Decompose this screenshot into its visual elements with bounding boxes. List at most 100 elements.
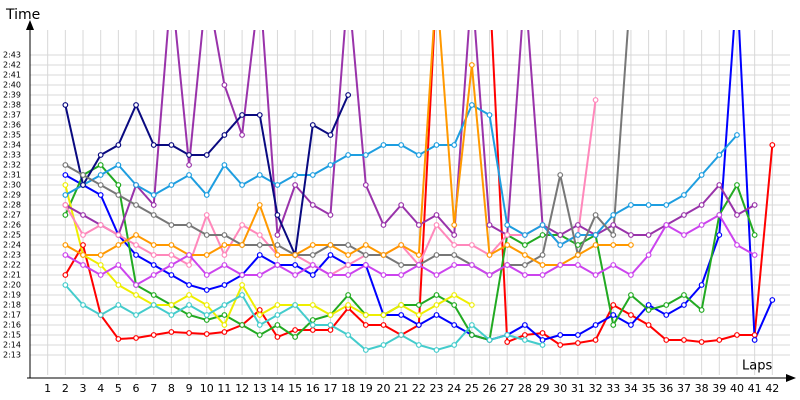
point — [539, 330, 546, 336]
point — [309, 322, 316, 328]
point — [575, 252, 581, 258]
point — [716, 232, 723, 238]
point — [504, 222, 511, 228]
point — [521, 272, 528, 278]
x-tick-label: 36 — [659, 382, 673, 395]
point — [362, 242, 369, 248]
point — [521, 322, 528, 328]
point — [256, 112, 263, 118]
point — [539, 232, 546, 238]
point — [468, 262, 475, 268]
point — [62, 192, 69, 198]
point — [433, 302, 440, 308]
point — [309, 252, 316, 258]
point — [150, 302, 157, 308]
y-tick-label: 2:25 — [3, 231, 21, 240]
y-tick-label: 2:43 — [3, 51, 21, 60]
point — [539, 337, 546, 343]
point — [274, 334, 281, 340]
point — [751, 252, 758, 258]
y-tick-label: 2:40 — [3, 81, 21, 90]
x-tick-label: 21 — [394, 382, 408, 395]
point — [486, 337, 493, 343]
x-tick-label: 11 — [217, 382, 231, 395]
point — [327, 162, 334, 168]
point — [539, 222, 546, 228]
point — [557, 242, 564, 248]
y-tick-label: 2:32 — [3, 161, 21, 170]
point — [433, 212, 440, 218]
point — [186, 282, 192, 288]
point — [239, 242, 245, 248]
point — [698, 222, 705, 228]
point — [610, 262, 617, 268]
point — [203, 232, 210, 238]
point — [380, 312, 387, 318]
y-tick-label: 2:26 — [3, 221, 21, 230]
point — [168, 252, 175, 258]
point — [504, 332, 511, 338]
point — [133, 182, 139, 188]
point — [256, 232, 263, 238]
point — [256, 252, 263, 258]
point — [115, 142, 122, 148]
point — [415, 222, 422, 228]
point — [681, 212, 687, 218]
y-axis-arrow — [26, 20, 34, 30]
x-tick-label: 2 — [62, 382, 69, 395]
point — [451, 342, 458, 348]
point — [698, 307, 705, 313]
point — [150, 262, 157, 268]
point — [433, 347, 440, 353]
x-tick-label: 31 — [571, 382, 585, 395]
point — [345, 262, 352, 268]
point — [716, 212, 723, 218]
point — [345, 292, 352, 298]
point — [221, 262, 228, 268]
point — [468, 242, 475, 248]
point — [256, 272, 263, 278]
point — [734, 332, 740, 338]
point — [398, 312, 405, 318]
point — [133, 292, 139, 298]
point — [150, 252, 157, 258]
series-line — [64, 284, 543, 352]
point — [734, 182, 740, 188]
x-tick-label: 41 — [748, 382, 762, 395]
y-tick-label: 2:30 — [3, 181, 21, 190]
point — [681, 302, 687, 308]
y-tick-label: 2:34 — [3, 141, 21, 150]
point — [292, 172, 299, 178]
point — [698, 172, 705, 178]
point — [97, 172, 104, 178]
point — [203, 331, 210, 337]
point — [327, 312, 334, 318]
y-tick-label: 2:42 — [3, 61, 21, 70]
x-tick-label: 3 — [80, 382, 87, 395]
point — [592, 97, 599, 103]
point — [186, 252, 192, 258]
point — [274, 302, 281, 308]
point — [380, 222, 387, 228]
y-tick-label: 2:21 — [3, 271, 21, 280]
point — [80, 262, 86, 268]
point — [62, 272, 69, 278]
point — [468, 332, 475, 338]
point — [734, 212, 740, 218]
point — [292, 182, 299, 188]
x-tick-label: 1 — [44, 382, 51, 395]
point — [521, 252, 528, 258]
x-tick-label: 8 — [168, 382, 175, 395]
series-line — [64, 213, 756, 287]
point — [203, 152, 210, 158]
y-tick-label: 2:41 — [3, 71, 21, 80]
point — [150, 272, 157, 278]
point — [415, 312, 422, 318]
point — [398, 272, 405, 278]
x-tick-label: 24 — [447, 382, 461, 395]
y-tick-label: 2:20 — [3, 281, 21, 290]
point — [486, 222, 493, 228]
x-tick-label: 32 — [589, 382, 603, 395]
point — [521, 262, 528, 268]
